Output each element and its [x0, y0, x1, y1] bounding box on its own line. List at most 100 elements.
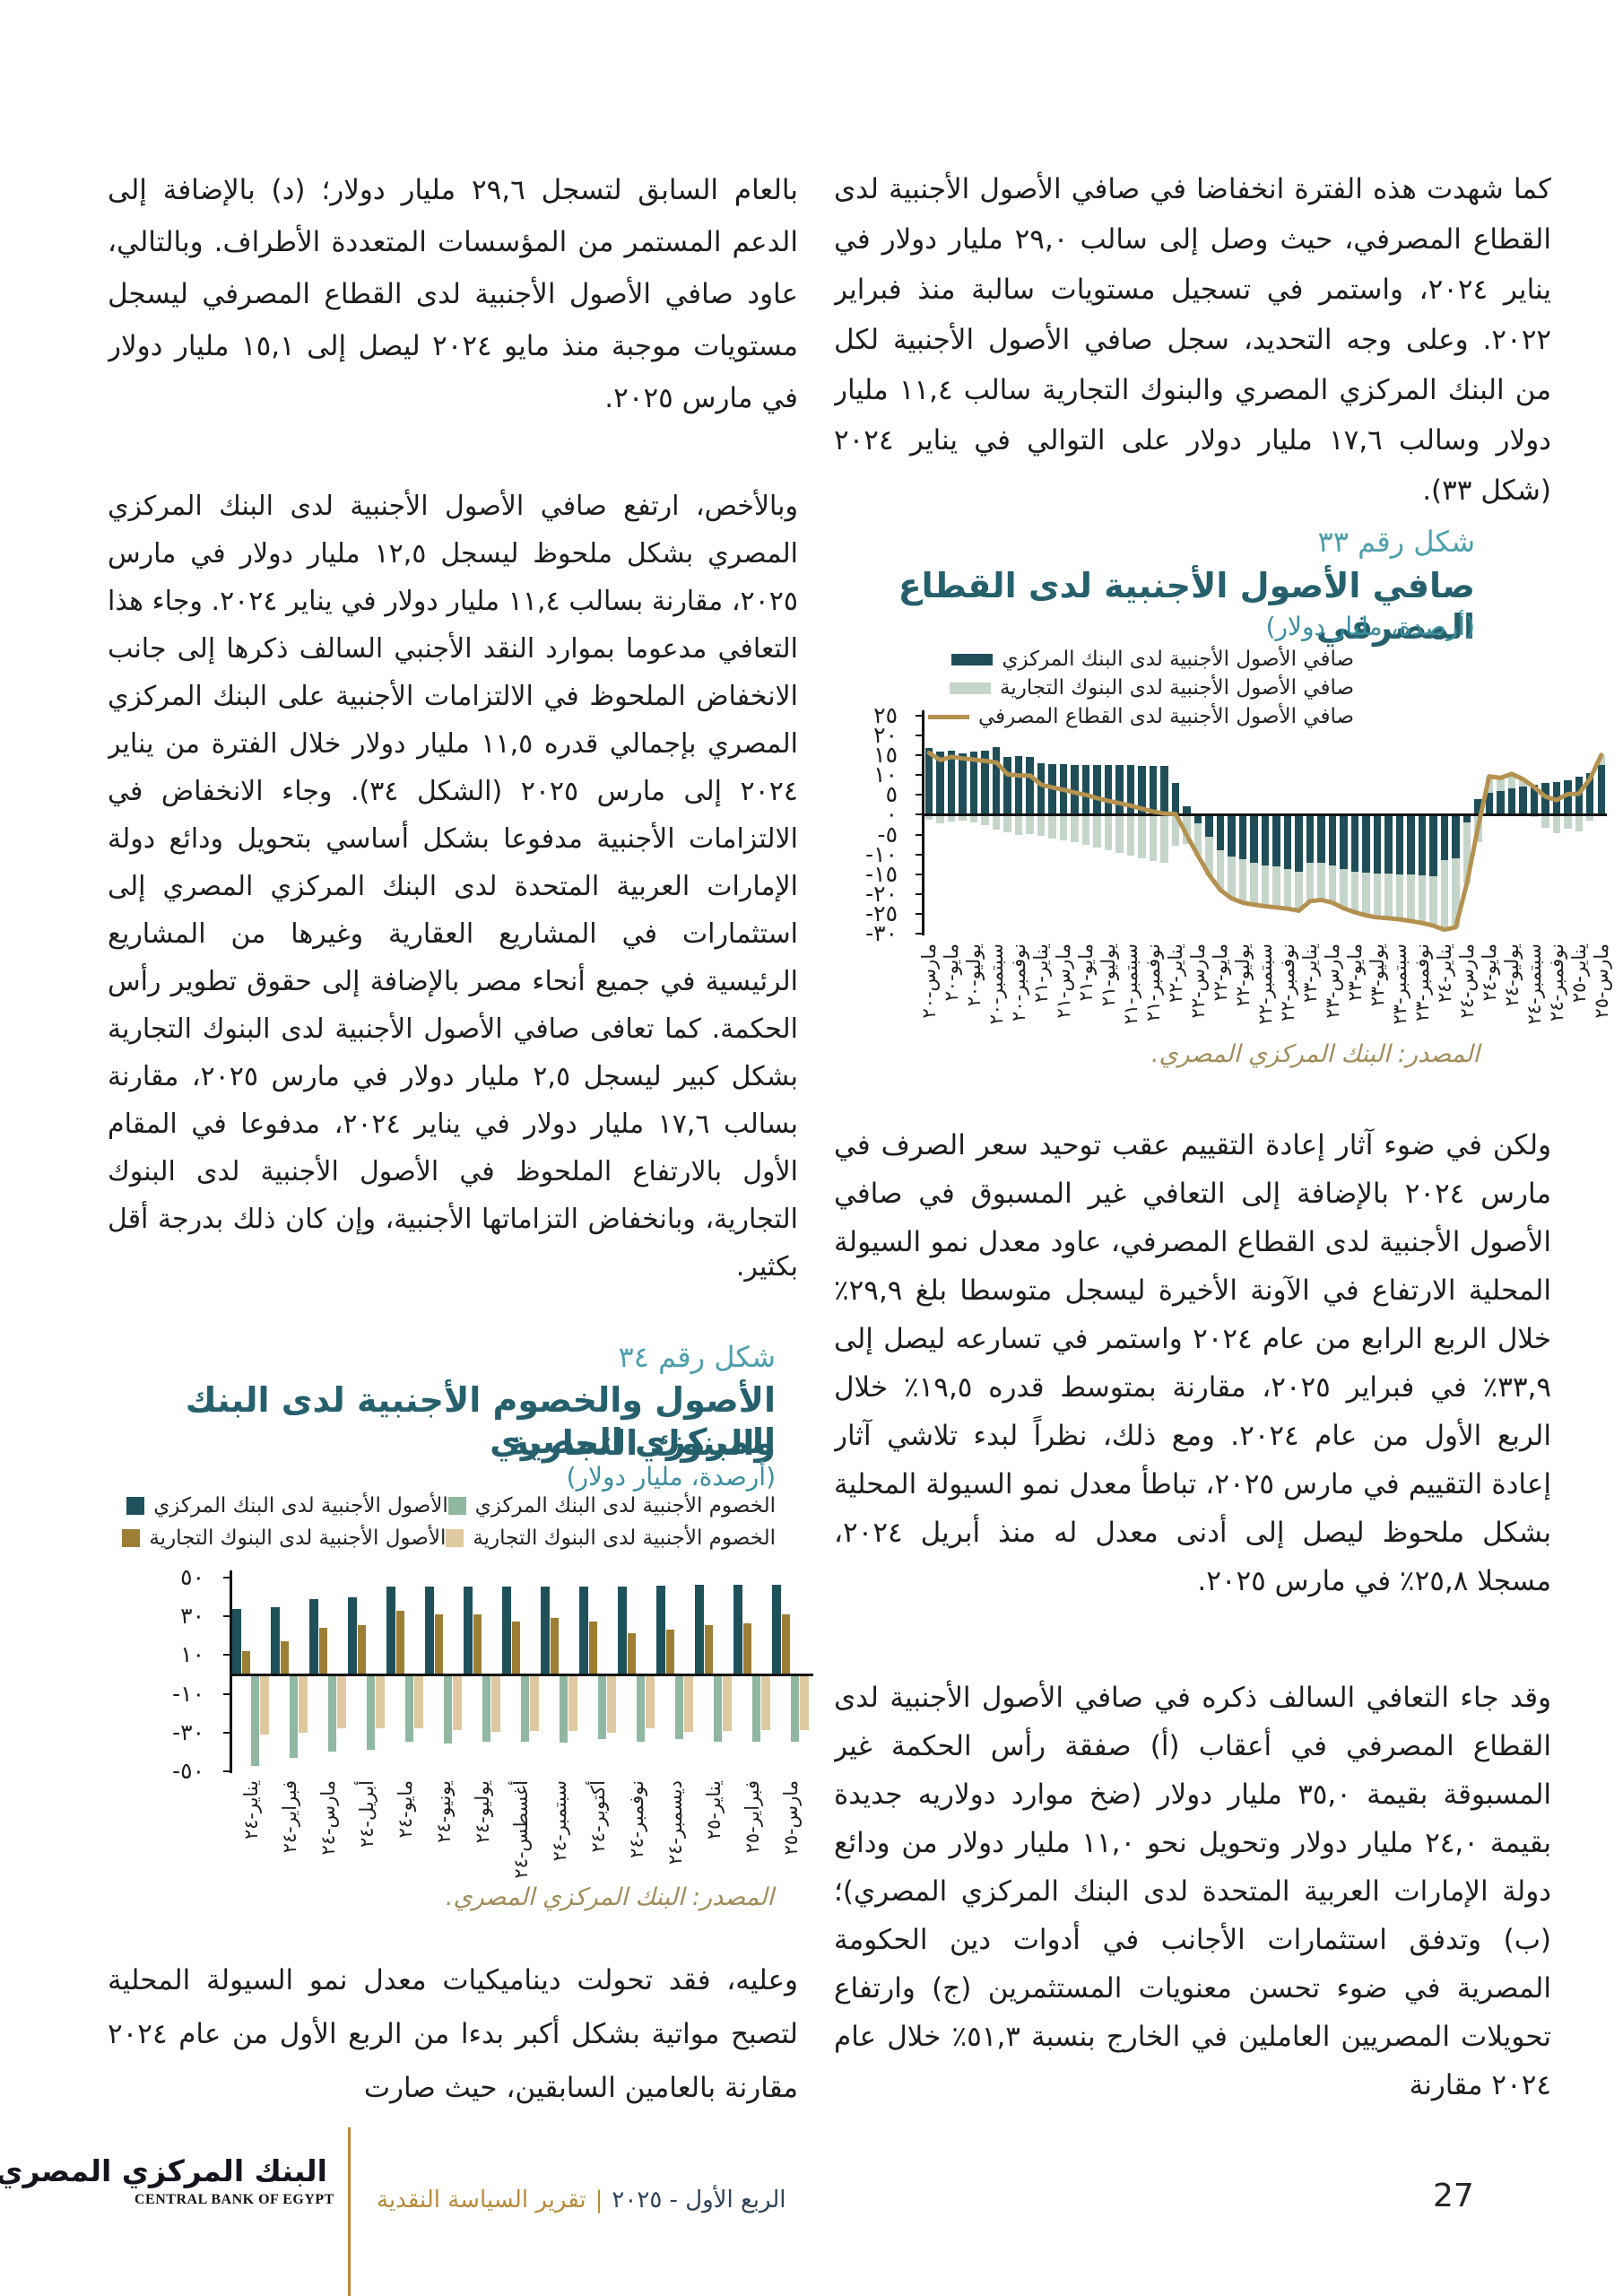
nfa-bar [530, 1674, 539, 1731]
nfa-bar [1138, 814, 1146, 858]
nfa-bar [502, 1586, 511, 1674]
figure33-x-axis: مارس-٢٠ مايو-٢٠ يوليو-٢٠ سبتمبر-٢٠ نوفمبر-٢٠… [918, 940, 1612, 1043]
nfa-bar [1564, 814, 1572, 830]
nfa-bar [1171, 814, 1180, 847]
y-axis-line [230, 1570, 232, 1773]
nfa-bar [598, 1674, 607, 1740]
nfa-bar [425, 1586, 434, 1674]
nfa-bar [1272, 866, 1280, 908]
nfa-bar [1530, 784, 1539, 815]
cbe-logo: البنك المركزي المصري CENTRAL BANK OF EGY… [0, 2151, 334, 2208]
nfa-bar [1081, 764, 1090, 815]
y-axis-label: ٥ [885, 781, 898, 808]
nfa-bar [981, 750, 989, 815]
nfa-bar [1183, 805, 1191, 815]
nfa-bar [723, 1674, 732, 1731]
nfa-bar [924, 748, 933, 815]
y-axis-label: ١٠ [180, 1641, 204, 1668]
nfa-bar [1440, 859, 1449, 930]
x-axis-label: مارس-٢٢ [1187, 944, 1210, 1019]
nfa-bar [414, 1674, 423, 1729]
nfa-bar [607, 1674, 616, 1733]
x-axis-label: ديسمبر-٢٤ [664, 1780, 686, 1866]
nfa-bar [1485, 792, 1494, 815]
nfa-bar [618, 1586, 627, 1674]
y-axis-label: -٢٠ [865, 880, 898, 907]
cbe-logo-arabic-text: البنك المركزي المصري [0, 2153, 327, 2188]
legend-bar-swatch-icon [951, 653, 994, 665]
y-axis-tick [223, 1577, 231, 1578]
nfa-bar [1014, 814, 1023, 835]
legend-item: الأصول الأجنبية لدى البنوك التجارية [122, 1526, 446, 1550]
nfa-bar [1407, 814, 1415, 875]
legend-square-swatch-icon [122, 1529, 141, 1547]
nfa-bar [1429, 814, 1437, 877]
nfa-bar [959, 814, 967, 821]
x-axis-label: سبتمبر-٢٠ [985, 944, 1008, 1025]
paragraph-nfa-decline: كما شهدت هذه الفترة انخفاضا في صافي الأص… [834, 173, 1551, 507]
x-axis-label: مايو-٢٣ [1343, 944, 1366, 1002]
y-axis-label: ٣٠ [180, 1603, 204, 1630]
x-axis-label: سبتمبر-٢٤ [1523, 944, 1545, 1025]
nfa-bar [241, 1651, 250, 1674]
figure34-x-axis: يناير-٢٤ فبراير-٢٤ مارس-٢٤ أبريل-٢٤ مايو-٢٤ ي… [231, 1779, 810, 1889]
nfa-bar [947, 750, 956, 815]
nfa-bar [1295, 871, 1303, 911]
nfa-bar [1216, 814, 1225, 850]
nfa-bar [1171, 782, 1180, 815]
nfa-bar [781, 1614, 790, 1674]
x-axis-label: أكتوبر-٢٤ [586, 1780, 609, 1853]
nfa-bar [386, 1586, 395, 1674]
y-axis-label: ٢٠ [873, 722, 898, 749]
nfa-bar [491, 1674, 500, 1732]
y-axis-tick [916, 892, 924, 895]
nfa-bar [1228, 814, 1236, 857]
figure33-y-axis: ٢٥ ٢٠ ١٥ ١٠ ٥ ٠ -٥ -١٠ -١٥ -٢٠ -٢٥ -٣٠ [820, 702, 910, 946]
nfa-bar [714, 1674, 723, 1742]
nfa-bar [1462, 822, 1471, 883]
nfa-bar [1418, 875, 1427, 924]
y-axis-label: -١٥ [865, 860, 898, 887]
y-axis-label: ١٠ [873, 761, 898, 788]
nfa-bar [1586, 814, 1594, 822]
figure33-source-note: المصدر: البنك المركزي المصري. [1150, 1040, 1480, 1068]
nfa-bar [1597, 765, 1605, 815]
y-axis-tick [916, 853, 924, 856]
nfa-bar [309, 1598, 318, 1674]
x-axis-label: يناير-٢٣ [1298, 944, 1321, 1004]
nfa-bar [1328, 814, 1337, 865]
nfa-bar [232, 1608, 241, 1674]
figure34-source-note: المصدر: البنك المركزي المصري. [445, 1883, 774, 1911]
nfa-bar [800, 1674, 809, 1730]
nfa-bar [1384, 814, 1393, 874]
nfa-bar [1340, 814, 1348, 869]
y-axis-tick [223, 1770, 231, 1772]
nfa-bar [521, 1674, 530, 1742]
y-axis-label: -٥ [877, 821, 898, 848]
y-axis-label: ١٥ [873, 742, 898, 769]
nfa-bar [665, 1630, 674, 1674]
legend-square-swatch-icon [446, 1529, 464, 1547]
figure33-legend: صافي الأصول الأجنبية لدى البنك المركزي صا… [928, 648, 1354, 728]
nfa-bar [1283, 814, 1292, 869]
paragraph-multilateral-support: بالعام السابق لتسجل ٢٩,٦ مليار دولار؛ (د… [108, 174, 798, 414]
nfa-bar [1328, 865, 1337, 903]
x-axis-label: أبريل-٢٤ [355, 1780, 378, 1848]
nfa-bar [695, 1584, 704, 1674]
nfa-bar [1362, 814, 1370, 873]
x-axis-label: يناير-٢٢ [1165, 944, 1187, 1004]
x-axis-label: مارس-٢٥ [1590, 944, 1612, 1019]
footer-divider [348, 2127, 351, 2296]
nfa-bar [1340, 868, 1348, 909]
x-axis-label: يناير-٢٥ [702, 1780, 725, 1840]
y-axis-label: -٢٥ [865, 900, 898, 926]
nfa-bar [1205, 837, 1213, 875]
x-axis-label: نوفمبر-٢٣ [1410, 944, 1433, 1022]
nfa-bar [637, 1674, 646, 1742]
nfa-bar [434, 1614, 443, 1674]
figure34-y-axis: ٥٠ ٣٠ ١٠ -١٠ -٣٠ -٥٠ [117, 1564, 217, 1784]
y-axis-tick [223, 1615, 231, 1618]
paragraph-recovery-drivers: وقد جاء التعافي السالف ذكره في صافي الأص… [834, 1682, 1551, 2101]
nfa-bar [1149, 814, 1158, 861]
figure34-subtitle: (أرصدة، مليار دولار) [566, 1462, 776, 1492]
